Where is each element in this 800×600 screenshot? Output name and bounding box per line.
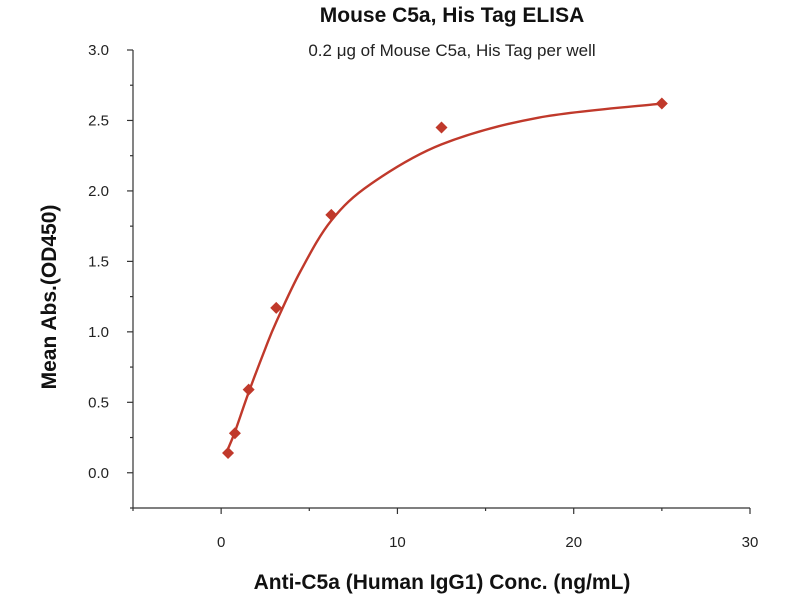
chart-title: Mouse C5a, His Tag ELISA xyxy=(320,4,585,27)
y-tick-label: 2.5 xyxy=(88,112,109,129)
x-tick-label: 10 xyxy=(389,534,406,551)
data-points xyxy=(222,97,668,460)
y-tick-label: 0.5 xyxy=(88,394,109,411)
chart-subtitle: 0.2 μg of Mouse C5a, His Tag per well xyxy=(308,41,595,60)
data-point xyxy=(655,97,668,110)
x-tick-label: 20 xyxy=(565,534,582,551)
y-tick-label: 0.0 xyxy=(88,465,109,482)
x-tick-label: 30 xyxy=(742,534,759,551)
y-ticks: 0.0 0.5 1.0 1.5 2.0 2.5 3.0 xyxy=(88,42,133,509)
data-point xyxy=(270,301,283,314)
y-tick-label: 2.0 xyxy=(88,183,109,200)
x-tick-label: 0 xyxy=(217,534,225,551)
x-ticks: 0 10 20 30 xyxy=(132,508,759,551)
y-axis-title: Mean Abs.(OD450) xyxy=(38,205,61,390)
data-point xyxy=(222,447,235,460)
y-tick-label: 1.5 xyxy=(88,253,109,270)
data-point xyxy=(325,208,338,221)
data-point xyxy=(228,427,241,440)
y-tick-label: 3.0 xyxy=(88,42,109,59)
y-tick-label: 1.0 xyxy=(88,324,109,341)
data-point xyxy=(242,383,255,396)
x-axis-title: Anti-C5a (Human IgG1) Conc. (ng/mL) xyxy=(254,571,631,594)
fit-curve xyxy=(226,102,662,450)
axes xyxy=(132,50,750,509)
data-point xyxy=(435,121,448,134)
